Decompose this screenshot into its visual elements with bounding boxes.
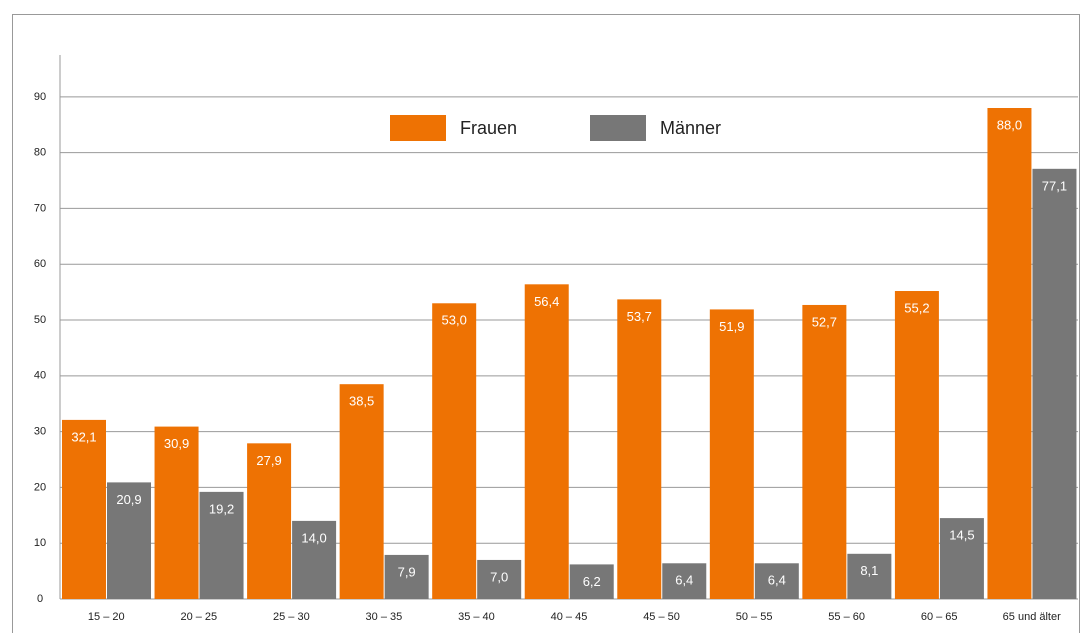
bar [154,426,199,599]
bar [62,419,106,599]
y-tick-label: 20 [34,481,46,493]
bar [894,291,939,599]
value-label: 8,1 [860,563,878,578]
y-tick-label: 80 [34,147,46,159]
x-tick-label: 50 – 55 [736,611,773,623]
value-label: 7,0 [490,569,508,584]
y-tick-label: 40 [34,370,46,382]
y-tick-label: 70 [34,202,46,214]
bar [199,491,244,599]
x-tick-label: 45 – 50 [643,611,680,623]
x-tick-label: 35 – 40 [458,611,495,623]
value-label: 88,0 [997,117,1022,132]
legend-swatch [390,115,446,141]
bar [292,520,337,599]
value-label: 30,9 [164,436,189,451]
bar [477,559,522,599]
y-tick-label: 50 [34,314,46,326]
value-label: 77,1 [1042,178,1067,193]
value-label: 56,4 [534,294,559,309]
value-label: 27,9 [256,453,281,468]
value-label: 53,0 [442,313,467,328]
x-tick-label: 30 – 35 [366,611,403,623]
bar [847,553,892,599]
x-tick-label: 55 – 60 [828,611,865,623]
bar [802,304,847,599]
bar [987,108,1032,599]
value-label: 32,1 [71,429,96,444]
bar [339,384,384,599]
value-label: 14,5 [949,528,974,543]
bar [384,554,429,599]
value-label: 38,5 [349,394,374,409]
value-label: 51,9 [719,319,744,334]
bar [939,518,984,599]
y-tick-label: 30 [34,426,46,438]
value-label: 14,0 [301,530,326,545]
bar [709,309,754,599]
legend-swatch [590,115,646,141]
bar [662,563,707,599]
value-label: 52,7 [812,314,837,329]
legend-label: Männer [660,118,721,138]
value-label: 7,9 [398,564,416,579]
bar [569,564,614,599]
bar [524,284,569,599]
bar [1032,168,1077,599]
x-tick-label: 15 – 20 [88,611,125,623]
x-tick-label: 65 und älter [1003,611,1061,623]
bar [617,299,662,599]
bar [247,443,292,599]
x-tick-label: 40 – 45 [551,611,588,623]
y-tick-label: 0 [37,593,43,605]
y-tick-label: 60 [34,258,46,270]
value-label: 55,2 [904,300,929,315]
value-label: 20,9 [116,492,141,507]
value-label: 53,7 [627,309,652,324]
x-tick-label: 60 – 65 [921,611,958,623]
value-label: 6,4 [768,573,786,588]
legend-label: Frauen [460,118,517,138]
value-label: 6,2 [583,574,601,589]
value-label: 19,2 [209,501,234,516]
bar [754,563,799,599]
y-tick-label: 10 [34,537,46,549]
value-label: 6,4 [675,573,693,588]
bar [432,303,477,599]
y-tick-label: 90 [34,91,46,103]
bar [107,482,151,599]
x-tick-label: 25 – 30 [273,611,310,623]
x-tick-label: 20 – 25 [180,611,217,623]
